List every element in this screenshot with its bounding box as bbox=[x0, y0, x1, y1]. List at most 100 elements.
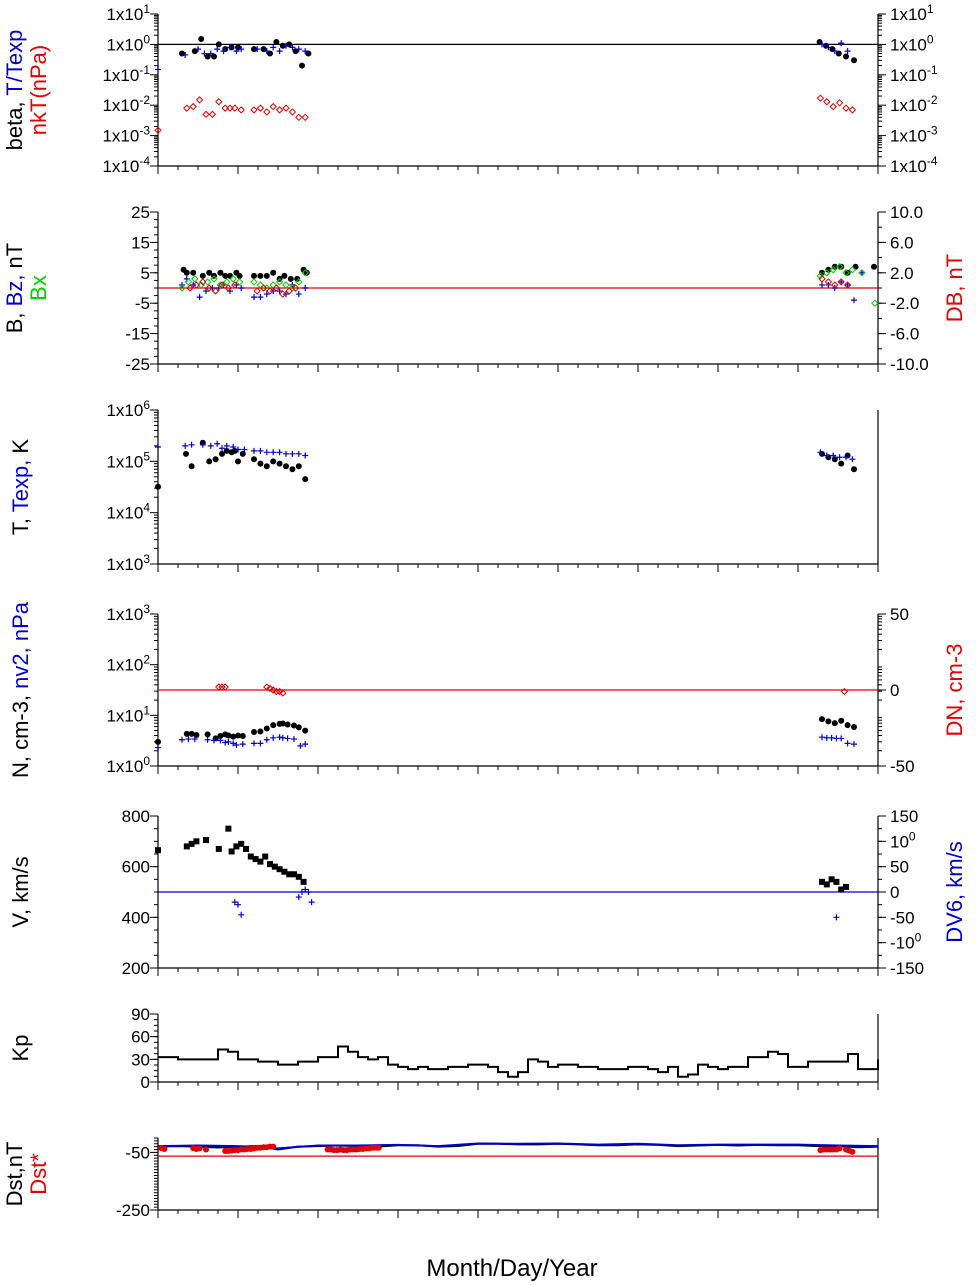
data-point bbox=[835, 99, 844, 107]
data-point bbox=[272, 284, 281, 292]
data-point bbox=[308, 899, 315, 906]
y-tick-label-right: 1x101 bbox=[890, 2, 934, 24]
y-tick-label-right: 50 bbox=[890, 858, 909, 877]
data-point bbox=[182, 51, 189, 58]
data-point bbox=[161, 1145, 168, 1152]
y-tick-label-right: 100 bbox=[890, 829, 916, 851]
data-point bbox=[211, 737, 217, 744]
data-point bbox=[302, 285, 309, 291]
data-point bbox=[270, 734, 277, 741]
data-point bbox=[211, 287, 220, 295]
data-point bbox=[219, 445, 225, 452]
panel-kp: 0 30 60 90 Kp bbox=[8, 1005, 879, 1092]
data-point bbox=[266, 684, 274, 693]
data-point bbox=[871, 263, 877, 270]
data-point bbox=[837, 278, 845, 286]
data-point bbox=[188, 730, 195, 737]
data-point bbox=[838, 886, 845, 893]
y-tick-label-right: 10.0 bbox=[890, 203, 923, 222]
data-point bbox=[199, 272, 206, 279]
y-tick-label-left: 60 bbox=[131, 1028, 150, 1047]
data-point bbox=[843, 883, 849, 890]
data-point bbox=[193, 838, 200, 845]
data-point bbox=[202, 110, 210, 119]
data-point bbox=[235, 732, 241, 739]
y-axis-label-left: V, km/s bbox=[8, 856, 33, 927]
data-point bbox=[253, 287, 261, 295]
data-point bbox=[204, 53, 211, 60]
data-point bbox=[231, 104, 239, 112]
data-point bbox=[204, 736, 211, 743]
y-tick-label-right: 150 bbox=[890, 807, 918, 826]
data-point bbox=[203, 288, 209, 295]
data-point bbox=[192, 281, 201, 289]
data-point bbox=[257, 740, 264, 747]
data-point bbox=[267, 50, 273, 57]
data-point bbox=[223, 447, 230, 454]
data-point bbox=[299, 62, 305, 69]
y-tick-label-left: 1x104 bbox=[106, 501, 150, 523]
data-point bbox=[229, 275, 237, 283]
data-point bbox=[190, 269, 197, 276]
y-tick-label-right: -10.0 bbox=[890, 355, 929, 374]
data-point bbox=[235, 278, 244, 286]
data-point bbox=[218, 683, 226, 691]
data-point bbox=[241, 446, 248, 453]
data-point bbox=[196, 1145, 203, 1152]
data-point bbox=[871, 299, 879, 307]
data-point bbox=[224, 284, 233, 292]
data-point bbox=[207, 50, 214, 57]
data-point bbox=[297, 742, 304, 749]
data-point bbox=[819, 41, 825, 48]
y-tick-label-left: -25 bbox=[125, 355, 150, 374]
data-point bbox=[288, 108, 297, 116]
data-point bbox=[295, 450, 302, 457]
data-point bbox=[831, 281, 839, 289]
data-point bbox=[275, 278, 284, 286]
data-point bbox=[295, 278, 303, 286]
data-point bbox=[270, 449, 277, 456]
y-tick-label-left: 1x10-2 bbox=[102, 93, 150, 115]
data-point bbox=[188, 441, 195, 448]
data-point bbox=[817, 449, 824, 456]
data-point bbox=[225, 825, 232, 832]
data-point bbox=[183, 104, 191, 112]
y-tick-label-right: 50 bbox=[890, 605, 909, 624]
data-point bbox=[155, 738, 161, 745]
data-point bbox=[214, 46, 221, 53]
data-point bbox=[257, 728, 264, 735]
data-point bbox=[838, 460, 845, 467]
y-axis-label-left: N, cm-3, nv2, nPa bbox=[8, 601, 33, 778]
y-tick-label-left: 1x102 bbox=[106, 653, 150, 675]
data-point bbox=[816, 94, 825, 102]
data-point bbox=[188, 463, 195, 470]
data-point bbox=[838, 717, 845, 724]
data-point bbox=[155, 744, 161, 751]
y-axis-label-left: B, Bz, nT bbox=[2, 243, 27, 334]
data-point bbox=[263, 291, 270, 298]
data-point bbox=[831, 720, 838, 727]
data-point bbox=[842, 269, 850, 277]
data-point bbox=[275, 106, 284, 114]
y-axis-label-left: T, Texp, K bbox=[8, 439, 33, 536]
data-point bbox=[302, 476, 309, 483]
data-point bbox=[283, 450, 289, 457]
data-point bbox=[231, 281, 239, 289]
y-tick-label-left: 1x100 bbox=[106, 754, 150, 776]
y-tick-label-right: 1x10-2 bbox=[890, 93, 938, 115]
data-point bbox=[302, 886, 309, 893]
data-point bbox=[291, 722, 297, 729]
data-point bbox=[215, 845, 222, 852]
data-point bbox=[235, 446, 241, 453]
data-point bbox=[227, 272, 233, 279]
data-point bbox=[282, 104, 290, 112]
data-point bbox=[210, 275, 218, 283]
data-point bbox=[276, 866, 283, 873]
data-point bbox=[251, 294, 257, 301]
data-point bbox=[179, 50, 185, 57]
data-point bbox=[195, 46, 201, 53]
data-point bbox=[257, 447, 264, 454]
data-point bbox=[825, 266, 832, 273]
data-point bbox=[212, 456, 219, 463]
data-point bbox=[302, 48, 309, 55]
